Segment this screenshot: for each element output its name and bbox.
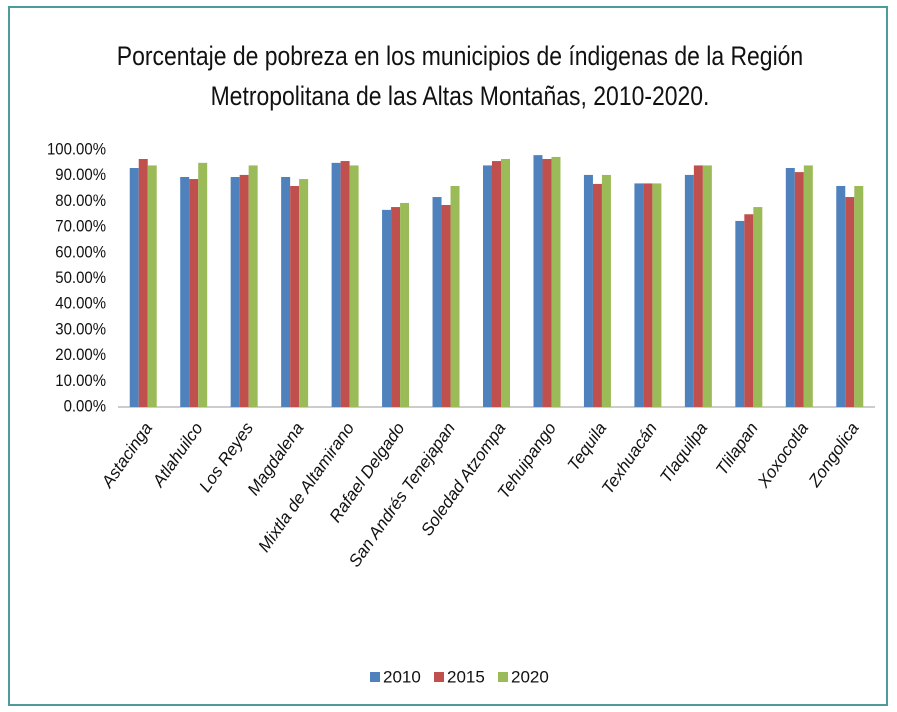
bar <box>803 165 813 407</box>
bar <box>441 204 451 407</box>
bar <box>180 176 190 407</box>
bar <box>432 197 442 407</box>
y-tick-label: 30.00% <box>55 321 106 339</box>
bar <box>845 197 855 407</box>
bar <box>492 161 501 407</box>
bar <box>702 165 712 407</box>
bar <box>290 185 300 407</box>
bar <box>533 155 543 407</box>
y-tick-label: 80.00% <box>55 192 106 210</box>
y-tick-label: 10.00% <box>55 372 106 390</box>
y-tick-label: 40.00% <box>55 295 106 313</box>
bar <box>753 207 763 407</box>
bar <box>836 185 846 407</box>
legend-label: 2015 <box>447 667 485 686</box>
bar <box>331 162 341 407</box>
bar <box>230 176 240 407</box>
bar <box>652 183 662 407</box>
legend-label: 2010 <box>383 667 421 686</box>
bar <box>744 214 754 407</box>
bar <box>551 156 561 407</box>
legend-label: 2020 <box>511 667 549 686</box>
bar <box>138 158 148 407</box>
bar <box>693 165 703 407</box>
y-tick-label: 60.00% <box>55 243 106 261</box>
y-tick-label: 50.00% <box>55 269 106 287</box>
bar <box>483 165 492 407</box>
x-tick-label: Xoxocotla <box>753 419 812 492</box>
bar <box>854 185 864 407</box>
y-tick-label: 20.00% <box>55 346 106 364</box>
frame <box>8 6 888 706</box>
bar <box>592 183 602 407</box>
x-tick-label: Mixtla de Altamirano <box>255 419 359 556</box>
x-tick-label: Tlaquilpa <box>656 419 711 486</box>
bar <box>248 165 258 407</box>
bar <box>239 174 249 407</box>
y-tick-label: 90.00% <box>55 166 106 184</box>
bar <box>340 161 350 407</box>
bar <box>643 183 653 407</box>
x-tick-label: Tequila <box>564 419 611 474</box>
y-tick-label: 100.00% <box>47 141 106 159</box>
bar <box>450 185 460 407</box>
bar <box>735 220 745 407</box>
bar <box>382 209 392 407</box>
bar <box>583 174 593 407</box>
legend-swatch <box>370 672 380 682</box>
bar <box>129 167 139 407</box>
bar <box>147 165 157 407</box>
x-tick-label: Zongolica <box>804 419 862 491</box>
bar <box>785 167 795 407</box>
bar <box>391 207 401 407</box>
x-tick-label: Tlilapan <box>712 419 762 479</box>
bar <box>601 174 611 407</box>
bar <box>281 176 291 407</box>
bar <box>684 174 694 407</box>
bar <box>400 202 410 407</box>
bar <box>794 172 804 407</box>
legend-swatch <box>498 672 508 682</box>
chart-title: Porcentaje de pobreza en los municipios … <box>116 41 804 111</box>
bar <box>542 158 552 407</box>
y-tick-label: 0.00% <box>64 398 106 416</box>
bar <box>349 165 359 407</box>
bar <box>634 183 644 407</box>
bar <box>189 179 199 407</box>
y-tick-label: 70.00% <box>55 218 106 236</box>
legend-swatch <box>434 672 444 682</box>
bar <box>501 158 510 407</box>
bar <box>299 179 309 407</box>
x-tick-label: Astacinga <box>97 419 156 492</box>
bar <box>198 162 208 407</box>
